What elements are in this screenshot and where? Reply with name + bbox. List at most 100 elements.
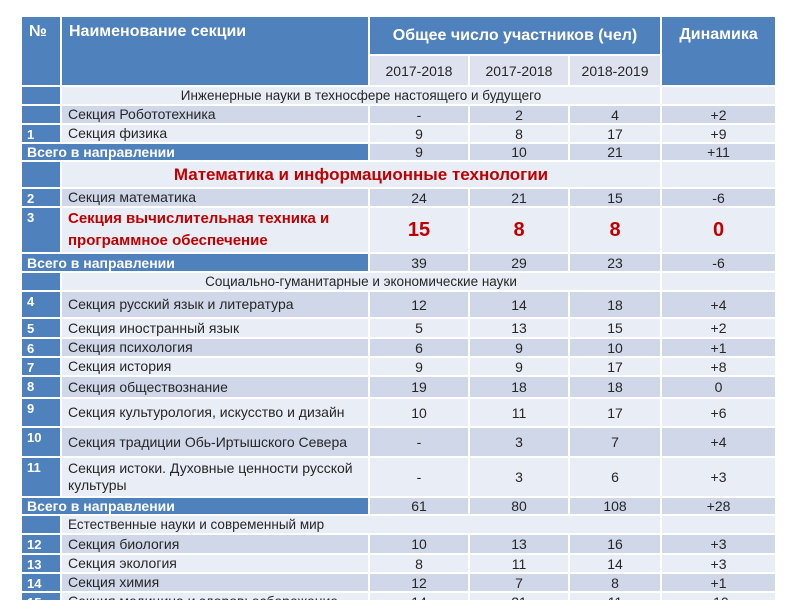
value-cell: 4	[570, 106, 661, 123]
value-cell: 3	[470, 428, 568, 456]
dynamics-cell: +3	[662, 555, 776, 572]
dynamics-cell: 0	[662, 377, 776, 397]
value-cell: 12	[370, 292, 468, 317]
dynamics-cell: +3	[662, 535, 776, 553]
value-cell: 17	[570, 125, 661, 142]
value-cell: 108	[570, 498, 661, 514]
value-cell: 6	[570, 458, 661, 496]
row-number-cell	[22, 87, 60, 104]
group-header-cell: Математика и информационные технологии	[62, 162, 661, 187]
row-number-cell	[22, 273, 60, 290]
table-row: 11 Секция истоки. Духовные ценности русск…	[22, 458, 776, 496]
table-row: Инженерные науки в техносфере настоящего…	[22, 87, 776, 104]
value-cell: 10	[370, 535, 468, 553]
total-label-cell: Всего в направлении	[22, 498, 368, 514]
dynamics-cell	[662, 162, 776, 187]
value-cell: 14	[470, 292, 568, 317]
value-cell: 19	[370, 377, 468, 397]
row-number-cell: 8	[22, 377, 60, 397]
table-row: Всего в направлении 61 80 108 +28	[22, 498, 776, 514]
dynamics-cell: +28	[662, 498, 776, 514]
table-row: 7 Секция история 9 9 17 +8	[22, 358, 776, 375]
value-cell: 9	[470, 339, 568, 356]
column-header-number: №	[22, 17, 60, 85]
row-number-cell: 3	[22, 208, 60, 252]
value-cell: 6	[370, 339, 468, 356]
row-number-cell	[22, 106, 60, 123]
table-body: Инженерные науки в техносфере настоящего…	[22, 87, 776, 600]
value-cell: 18	[570, 377, 661, 397]
value-cell: 18	[470, 377, 568, 397]
dynamics-cell: +1	[662, 339, 776, 356]
value-cell: 18	[570, 292, 661, 317]
value-cell: 14	[370, 593, 468, 600]
dynamics-cell: -6	[662, 254, 776, 271]
value-cell: 8	[470, 125, 568, 142]
group-header-cell: Естественные науки и современный мир	[62, 516, 661, 533]
section-name-cell: Секция медицина и здоровьесбережение	[62, 593, 368, 600]
value-cell: 21	[570, 144, 661, 160]
section-name-cell: Секция истоки. Духовные ценности русской…	[62, 458, 368, 496]
value-cell: 9	[470, 358, 568, 375]
table-row: 5 Секция иностранный язык 5 13 15 +2	[22, 319, 776, 337]
value-cell: 13	[470, 535, 568, 553]
participants-table: № Наименование секции Общее число участн…	[20, 15, 777, 600]
section-name-cell: Секция традиции Обь-Иртышского Севера	[62, 428, 368, 456]
dynamics-cell: 0	[662, 208, 776, 252]
subheader-year-3: 2018-2019	[570, 56, 661, 85]
section-name-cell: Секция экология	[62, 555, 368, 572]
table-row: 2 Секция математика 24 21 15 -6	[22, 189, 776, 206]
table-row: Социально-гуманитарные и экономические н…	[22, 273, 776, 290]
value-cell: 9	[370, 144, 468, 160]
row-number-cell: 11	[22, 458, 60, 496]
value-cell: 10	[570, 339, 661, 356]
subheader-year-2: 2017-2018	[470, 56, 568, 85]
dynamics-cell: -10	[662, 593, 776, 600]
table-row: Всего в направлении 39 29 23 -6	[22, 254, 776, 271]
section-name-cell: Секция история	[62, 358, 368, 375]
dynamics-cell: +2	[662, 319, 776, 337]
table-row: Математика и информационные технологии	[22, 162, 776, 187]
table-row: 15Секция медицина и здоровьесбережение14…	[22, 593, 776, 600]
table-row: 1 Секция физика 9 8 17 +9	[22, 125, 776, 142]
value-cell: 9	[370, 358, 468, 375]
value-cell: 8	[570, 574, 661, 591]
table-row: Естественные науки и современный мир	[22, 516, 776, 533]
value-cell: 11	[470, 399, 568, 426]
value-cell: 21	[470, 189, 568, 206]
value-cell: 23	[570, 254, 661, 271]
value-cell: 15	[370, 208, 468, 252]
row-number-cell: 5	[22, 319, 60, 337]
value-cell: 21	[470, 593, 568, 600]
row-number-cell: 4	[22, 292, 60, 317]
value-cell: 61	[370, 498, 468, 514]
section-name-cell: Секция математика	[62, 189, 368, 206]
section-name-cell: Секция русский язык и литература	[62, 292, 368, 317]
value-cell: 17	[570, 358, 661, 375]
dynamics-cell: +2	[662, 106, 776, 123]
column-header-section-name: Наименование секции	[62, 17, 368, 85]
dynamics-cell: +8	[662, 358, 776, 375]
section-name-cell: Секция биология	[62, 535, 368, 553]
value-cell: 3	[470, 458, 568, 496]
value-cell: 10	[470, 144, 568, 160]
dynamics-cell: +4	[662, 292, 776, 317]
value-cell: 15	[570, 189, 661, 206]
table-row: 6 Секция психология 6 9 10 +1	[22, 339, 776, 356]
row-number-cell: 10	[22, 428, 60, 456]
value-cell: 39	[370, 254, 468, 271]
section-name-cell: Секция психология	[62, 339, 368, 356]
value-cell: 7	[470, 574, 568, 591]
table-row: Секция Робототехника -2 4 +2	[22, 106, 776, 123]
value-cell: 14	[570, 555, 661, 572]
table-row: 14 Секция химия 12 7 8 +1	[22, 574, 776, 591]
value-cell: 8	[370, 555, 468, 572]
row-number-cell	[22, 162, 60, 187]
table-row: 13 Секция экология 8 11 14 +3	[22, 555, 776, 572]
table-row: 8 Секция обществознание 19 18 18 0	[22, 377, 776, 397]
section-name-cell: Секция иностранный язык	[62, 319, 368, 337]
dynamics-cell	[662, 516, 776, 533]
table-row: 3 Секция вычислительная техника и програм…	[22, 208, 776, 252]
dynamics-cell: -6	[662, 189, 776, 206]
